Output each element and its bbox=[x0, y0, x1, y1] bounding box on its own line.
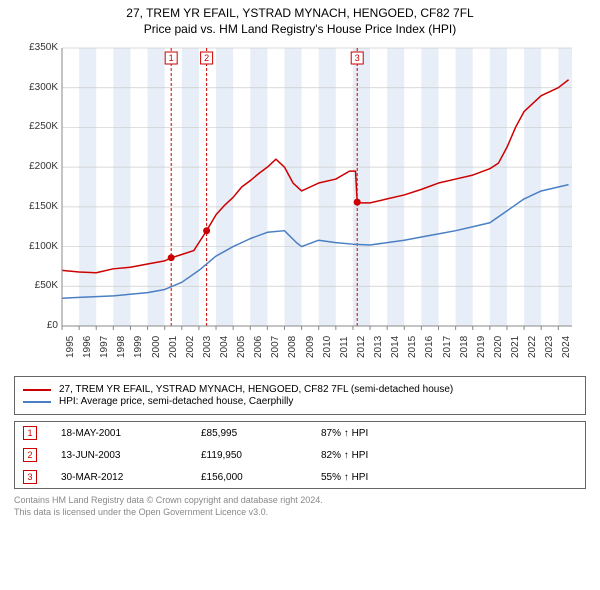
x-axis-label: 2013 bbox=[373, 336, 384, 358]
svg-text:1: 1 bbox=[169, 53, 174, 63]
x-axis-label: 2011 bbox=[339, 336, 350, 358]
y-axis-label: £50K bbox=[35, 280, 58, 291]
footer-line: This data is licensed under the Open Gov… bbox=[14, 507, 586, 519]
x-axis-label: 2022 bbox=[527, 336, 538, 358]
x-axis-label: 2019 bbox=[476, 336, 487, 358]
footer: Contains HM Land Registry data © Crown c… bbox=[14, 495, 586, 518]
y-axis-label: £150K bbox=[29, 201, 58, 212]
legend-label: HPI: Average price, semi-detached house,… bbox=[59, 396, 293, 407]
sale-date: 30-MAR-2012 bbox=[61, 472, 201, 483]
svg-text:2: 2 bbox=[204, 53, 209, 63]
sale-marker-icon: 2 bbox=[23, 448, 37, 462]
sale-pct: 55% ↑ HPI bbox=[321, 472, 368, 483]
x-axis-label: 2008 bbox=[287, 336, 298, 358]
footer-line: Contains HM Land Registry data © Crown c… bbox=[14, 495, 586, 507]
x-axis-label: 1998 bbox=[116, 336, 127, 358]
sale-pct: 82% ↑ HPI bbox=[321, 450, 368, 461]
y-axis-label: £0 bbox=[47, 320, 58, 331]
x-axis-label: 2009 bbox=[305, 336, 316, 358]
svg-text:3: 3 bbox=[355, 53, 360, 63]
x-axis-label: 2012 bbox=[356, 336, 367, 358]
sales-table: 1 18-MAY-2001 £85,995 87% ↑ HPI 2 13-JUN… bbox=[14, 421, 586, 489]
legend-swatch-property bbox=[23, 389, 51, 391]
x-axis-label: 2014 bbox=[390, 336, 401, 358]
y-axis-label: £100K bbox=[29, 241, 58, 252]
x-axis-label: 2016 bbox=[424, 336, 435, 358]
sale-row: 1 18-MAY-2001 £85,995 87% ↑ HPI bbox=[15, 422, 585, 444]
x-axis-label: 2018 bbox=[459, 336, 470, 358]
page: 27, TREM YR EFAIL, YSTRAD MYNACH, HENGOE… bbox=[0, 0, 600, 590]
x-axis-label: 2024 bbox=[561, 336, 572, 358]
sale-date: 13-JUN-2003 bbox=[61, 450, 201, 461]
chart-svg: 1 2 3 bbox=[20, 40, 580, 370]
x-axis-label: 1996 bbox=[82, 336, 93, 358]
x-axis-label: 1999 bbox=[133, 336, 144, 358]
x-axis-label: 2002 bbox=[185, 336, 196, 358]
legend-swatch-hpi bbox=[23, 401, 51, 403]
x-axis-label: 1997 bbox=[99, 336, 110, 358]
sale-price: £119,950 bbox=[201, 450, 321, 461]
title-subtitle: Price paid vs. HM Land Registry's House … bbox=[10, 22, 590, 36]
sale-row: 3 30-MAR-2012 £156,000 55% ↑ HPI bbox=[15, 466, 585, 488]
legend-row: 27, TREM YR EFAIL, YSTRAD MYNACH, HENGOE… bbox=[23, 384, 577, 395]
x-axis-label: 2020 bbox=[493, 336, 504, 358]
price-chart: 123£0£50K£100K£150K£200K£250K£300K£350K1… bbox=[20, 40, 580, 370]
x-axis-label: 2003 bbox=[202, 336, 213, 358]
x-axis-label: 2007 bbox=[270, 336, 281, 358]
x-axis-label: 2021 bbox=[510, 336, 521, 358]
x-axis-label: 2010 bbox=[322, 336, 333, 358]
sale-row: 2 13-JUN-2003 £119,950 82% ↑ HPI bbox=[15, 444, 585, 466]
sale-price: £85,995 bbox=[201, 428, 321, 439]
x-axis-label: 2001 bbox=[168, 336, 179, 358]
y-axis-label: £300K bbox=[29, 82, 58, 93]
x-axis-label: 2023 bbox=[544, 336, 555, 358]
legend-label: 27, TREM YR EFAIL, YSTRAD MYNACH, HENGOE… bbox=[59, 384, 453, 395]
sale-marker-icon: 3 bbox=[23, 470, 37, 484]
x-axis-label: 2005 bbox=[236, 336, 247, 358]
y-axis-label: £350K bbox=[29, 42, 58, 53]
x-axis-label: 1995 bbox=[65, 336, 76, 358]
sale-pct: 87% ↑ HPI bbox=[321, 428, 368, 439]
y-axis-label: £250K bbox=[29, 121, 58, 132]
sale-price: £156,000 bbox=[201, 472, 321, 483]
sale-date: 18-MAY-2001 bbox=[61, 428, 201, 439]
title-block: 27, TREM YR EFAIL, YSTRAD MYNACH, HENGOE… bbox=[0, 0, 600, 36]
x-axis-label: 2004 bbox=[219, 336, 230, 358]
x-axis-label: 2000 bbox=[151, 336, 162, 358]
y-axis-label: £200K bbox=[29, 161, 58, 172]
title-address: 27, TREM YR EFAIL, YSTRAD MYNACH, HENGOE… bbox=[10, 6, 590, 20]
x-axis-label: 2006 bbox=[253, 336, 264, 358]
sale-marker-icon: 1 bbox=[23, 426, 37, 440]
legend-row: HPI: Average price, semi-detached house,… bbox=[23, 396, 577, 407]
x-axis-label: 2015 bbox=[407, 336, 418, 358]
legend: 27, TREM YR EFAIL, YSTRAD MYNACH, HENGOE… bbox=[14, 376, 586, 415]
x-axis-label: 2017 bbox=[442, 336, 453, 358]
